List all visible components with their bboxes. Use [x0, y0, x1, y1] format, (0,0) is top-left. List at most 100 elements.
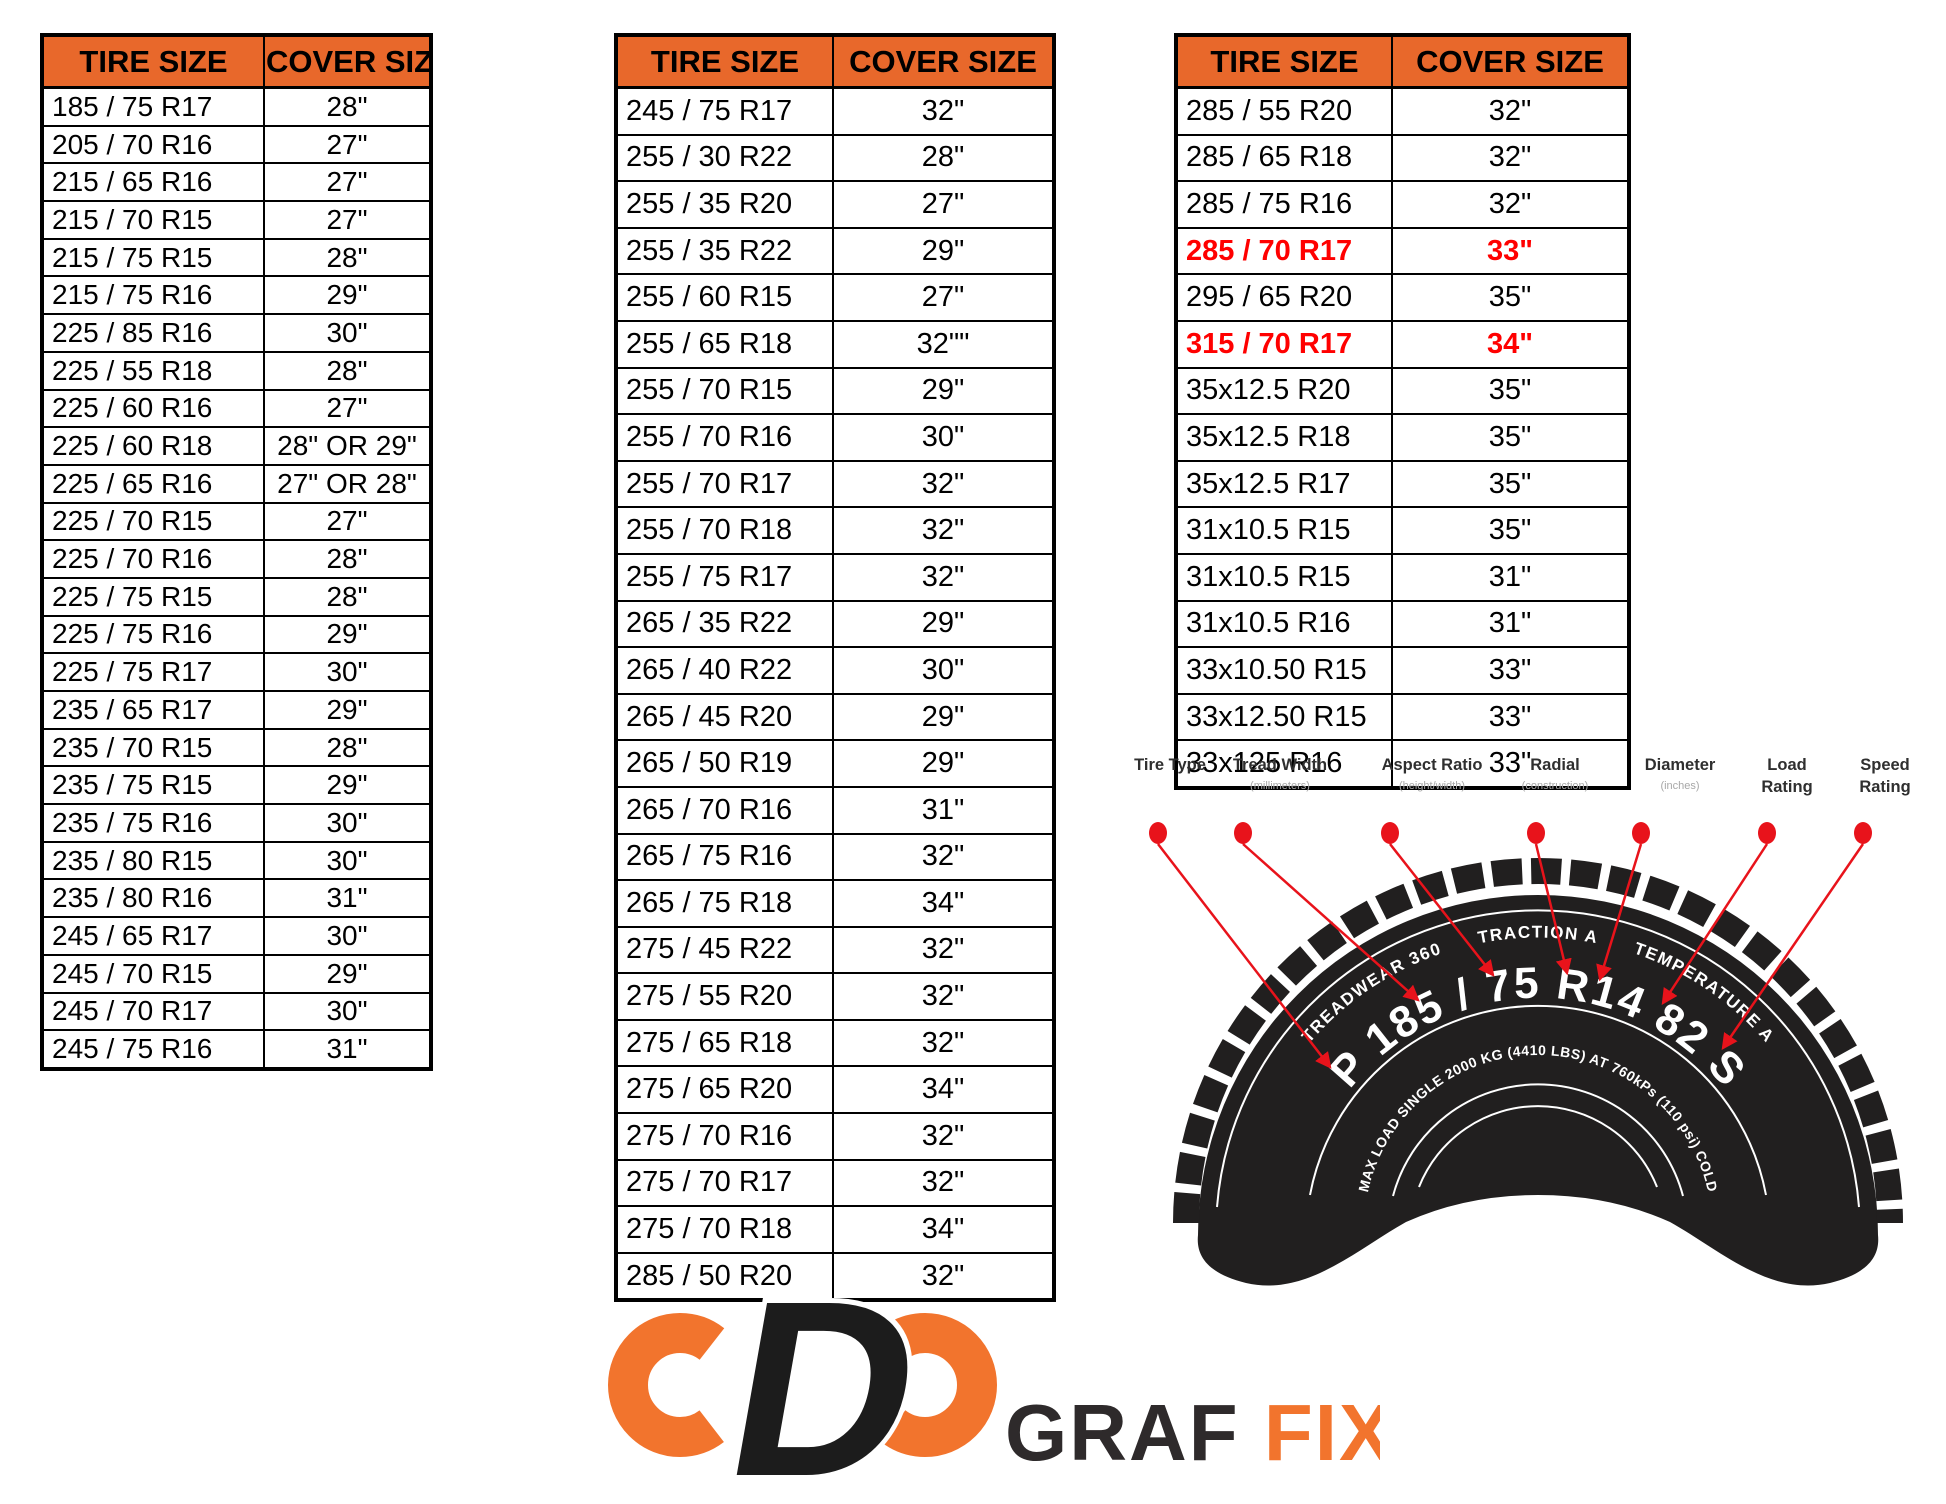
tire-size-cell: 33x10.50 R15: [1175, 646, 1393, 695]
tire-size-cell: 35x12.5 R20: [1175, 366, 1393, 416]
cover-size-cell: 31": [263, 878, 432, 919]
tire-size-cell: 31x10.5 R15: [1175, 506, 1393, 555]
table-row: 35x12.5 R20 35": [1175, 366, 1630, 416]
diagram-label-aspect-ratio: Aspect Ratio (height/width): [1382, 756, 1483, 792]
table-row: 31x10.5 R16 31": [1175, 599, 1630, 649]
table-row: 255 / 70 R18 32": [615, 506, 1055, 555]
table-row: 235 / 65 R17 29": [41, 690, 432, 730]
cover-size-cell: 33": [1391, 226, 1630, 276]
cover-size-cell: 32": [832, 925, 1055, 975]
tire-size-cell: 255 / 65 R18: [615, 319, 834, 369]
tire-size-cell: 245 / 70 R17: [41, 991, 265, 1032]
table-row: 255 / 70 R15 29": [615, 366, 1055, 416]
tire-size-cell: 255 / 75 R17: [615, 552, 834, 602]
cover-size-cell: 31": [832, 785, 1055, 835]
cover-size-cell: 29": [263, 690, 432, 730]
table-row: 225 / 75 R15 28": [41, 576, 432, 617]
table-row: 185 / 75 R17 28": [41, 86, 432, 127]
tire-size-table-1: TIRE SIZE COVER SIZE 185 / 75 R17 28" 20…: [40, 33, 433, 1071]
cover-size-cell: 29": [263, 765, 432, 806]
tire-size-cell: 35x12.5 R18: [1175, 413, 1393, 462]
tire-size-cell: 235 / 75 R16: [41, 803, 265, 843]
tire-size-cell: 285 / 75 R16: [1175, 180, 1393, 229]
tire-size-cell: 275 / 65 R20: [615, 1065, 834, 1115]
cover-size-cell: 32": [832, 1112, 1055, 1161]
cover-size-cell: 35": [1391, 366, 1630, 416]
tire-size-cell: 285 / 65 R18: [1175, 133, 1393, 183]
label-diameter: Diameter: [1645, 756, 1716, 774]
table-row: 275 / 70 R17 32": [615, 1158, 1055, 1208]
table-row: 265 / 75 R18 34": [615, 879, 1055, 928]
table-row: 225 / 70 R16 28": [41, 539, 432, 579]
table-row: 205 / 70 R16 27": [41, 124, 432, 165]
tire-size-cell: 255 / 70 R17: [615, 459, 834, 509]
table-row: 215 / 75 R15 28": [41, 237, 432, 278]
tire-size-cell: 245 / 65 R17: [41, 916, 265, 956]
table-row: 245 / 65 R17 30": [41, 916, 432, 956]
table-row: 285 / 55 R20 32": [1175, 86, 1630, 136]
tire-size-cell: 275 / 70 R18: [615, 1205, 834, 1254]
cover-size-cell: 32": [832, 506, 1055, 555]
table-row: 225 / 70 R15 27": [41, 501, 432, 542]
tire-size-cell: 205 / 70 R16: [41, 124, 265, 165]
header-row: TIRE SIZE COVER SIZE: [41, 34, 432, 89]
cover-size-cell: 32": [832, 552, 1055, 602]
label-tire-type: Tire Type: [1134, 756, 1206, 774]
cover-size-cell: 30": [263, 803, 432, 843]
cover-size-cell: 34": [832, 1065, 1055, 1115]
cover-size-cell: 32": [832, 972, 1055, 1021]
arrow-speed-rating: [1721, 843, 1865, 1051]
tire-tread: [1173, 858, 1903, 1224]
cover-size-cell: 27": [263, 200, 432, 240]
tire-size-cell: 225 / 75 R17: [41, 652, 265, 692]
tire-size-cell: 225 / 70 R16: [41, 539, 265, 579]
arrow-diameter: [1596, 843, 1643, 982]
cover-size-cell: 29": [832, 692, 1055, 742]
tire-size-cell: 255 / 30 R22: [615, 133, 834, 183]
tire-size-cell: 255 / 35 R22: [615, 226, 834, 276]
tire-size-cell: 35x12.5 R17: [1175, 459, 1393, 509]
tire-size-cell: 33x125 R16: [1175, 739, 1393, 789]
tire-size-cell: 295 / 65 R20: [1175, 273, 1393, 322]
cover-size-cell: 31": [1391, 599, 1630, 649]
table-row: 225 / 75 R17 30": [41, 652, 432, 692]
cover-size-cell: 34": [832, 879, 1055, 928]
table-row: 255 / 60 R15 27": [615, 273, 1055, 322]
table-row: 265 / 40 R22 30": [615, 646, 1055, 695]
tire-size-cell: 235 / 65 R17: [41, 690, 265, 730]
arrow-aspect-ratio: [1389, 843, 1495, 977]
diagram-label-speed-rating: Speed Rating: [1859, 756, 1910, 796]
table-row: 235 / 80 R16 31": [41, 878, 432, 919]
tire-size-cell: 255 / 35 R20: [615, 180, 834, 229]
tire-size-cell: 275 / 65 R18: [615, 1018, 834, 1068]
table-row: 31x10.5 R15 31": [1175, 552, 1630, 602]
table-row: 235 / 70 R15 28": [41, 727, 432, 768]
table-row: 235 / 80 R15 30": [41, 840, 432, 881]
tire-size-cell: 265 / 35 R22: [615, 599, 834, 649]
table-row: 225 / 55 R18 28": [41, 350, 432, 391]
table-row: 265 / 70 R16 31": [615, 785, 1055, 835]
label-radial: Radial: [1530, 756, 1580, 774]
table-row: 285 / 75 R16 32": [1175, 180, 1630, 229]
tire-size-cell: 255 / 70 R15: [615, 366, 834, 416]
cover-size-cell: 28": [263, 350, 432, 391]
cover-size-cell: 30": [832, 413, 1055, 462]
diagram-label-radial: Radial (construction): [1522, 756, 1589, 792]
table-row: 35x12.5 R18 35": [1175, 413, 1630, 462]
tire-size-cell: 285 / 55 R20: [1175, 86, 1393, 136]
cover-size-cell: 32": [832, 86, 1055, 136]
tire-size-cell: 225 / 75 R16: [41, 614, 265, 655]
table-row: 33x12.50 R15 33": [1175, 692, 1630, 742]
tire-size-cell: 315 / 70 R17: [1175, 319, 1393, 369]
table-row: 225 / 65 R16 27" OR 28": [41, 463, 432, 504]
table-row: 245 / 75 R16 31": [41, 1029, 432, 1070]
callout-dot-load-rating: [1758, 822, 1776, 844]
tire-size-table-3: TIRE SIZE COVER SIZE 285 / 55 R20 32" 28…: [1174, 33, 1631, 790]
table-row: 215 / 70 R15 27": [41, 200, 432, 240]
header-row: TIRE SIZE COVER SIZE: [1175, 34, 1630, 89]
cover-size-cell: 29": [263, 953, 432, 994]
tire-size-cell: 31x10.5 R16: [1175, 599, 1393, 649]
diagram-label-tire-type: Tire Type: [1134, 756, 1206, 774]
tire-size-cell: 265 / 75 R16: [615, 832, 834, 882]
